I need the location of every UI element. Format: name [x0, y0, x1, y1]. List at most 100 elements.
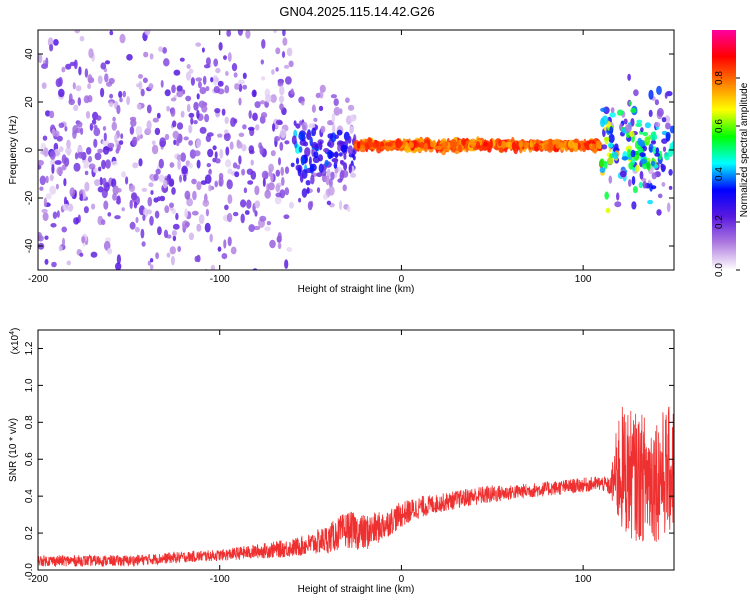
spectrogram-cell — [339, 160, 344, 165]
spectrogram-cell — [201, 47, 205, 53]
spectrogram-cell — [196, 159, 201, 169]
spectrogram-cell — [254, 101, 261, 109]
spectrogram-cell — [51, 261, 57, 268]
spectrogram-cell — [301, 121, 308, 132]
spectrogram-cell — [162, 179, 168, 189]
spectrogram-cell — [206, 132, 214, 137]
spectrogram-cell — [264, 189, 272, 199]
spectrogram-cell — [210, 264, 216, 270]
spectrogram-cell — [500, 140, 507, 149]
spectrogram-cell — [193, 101, 199, 111]
spectrogram-cell — [194, 255, 199, 263]
spectrogram-cell — [88, 163, 96, 170]
colorbar-tick-label: 0.8 — [714, 71, 725, 85]
spectrogram-cell — [290, 162, 295, 168]
spectrogram-cell — [349, 114, 357, 122]
spectrogram-cell — [87, 83, 91, 90]
spectrogram-cell — [230, 246, 237, 255]
spectrogram-cell — [149, 258, 154, 263]
spectrogram-cell — [190, 117, 194, 125]
spectrogram-cell — [41, 82, 47, 89]
spectrogram-cell — [654, 152, 661, 157]
spectrogram-cell — [555, 141, 561, 149]
spectrogram-cell — [331, 113, 336, 123]
spectrogram-cell — [275, 47, 281, 55]
spectrogram-cell — [214, 108, 221, 114]
spectrogram-cell — [84, 170, 89, 176]
spectrogram-cell — [164, 133, 170, 141]
spectrogram-cell — [559, 142, 564, 149]
spectrogram-cell — [407, 141, 414, 149]
spectrogram-cell — [94, 179, 101, 187]
spectrogram-cell — [429, 140, 437, 148]
spectrogram-cell — [46, 193, 52, 200]
spectrogram-cell — [165, 18, 168, 23]
spectrogram-cell — [282, 30, 286, 37]
spectrogram-cell — [595, 140, 601, 149]
spectrogram-cell — [144, 127, 152, 135]
spectrogram-cell — [166, 252, 171, 258]
spectrogram-cell — [136, 83, 142, 88]
spectrogram-cell — [204, 272, 208, 280]
spectrogram-cell — [259, 100, 266, 105]
spectrogram-cell — [538, 144, 543, 150]
spectrogram-cell — [604, 191, 609, 200]
spectrogram-cell — [154, 127, 161, 136]
spectrogram-cell — [129, 116, 137, 121]
spectrogram-cell — [132, 11, 135, 15]
snr-multiplier-exp: 4 — [9, 331, 16, 335]
spectrogram-cell — [171, 295, 177, 299]
spectrogram-cell — [119, 97, 123, 103]
spectrogram-cell — [149, 264, 154, 270]
spectrogram-cell — [253, 225, 261, 231]
spectrogram-cell — [504, 142, 511, 148]
spectrogram-cell — [195, 77, 203, 82]
spectrogram-cell — [340, 144, 348, 153]
spectrogram-cell — [639, 170, 644, 180]
spectrogram-cell — [148, 83, 154, 90]
spectrogram-cell — [264, 100, 269, 108]
spectrogram-cell — [217, 80, 224, 87]
spectrogram-cell — [172, 130, 180, 139]
spectrogram-cell — [201, 105, 208, 113]
spectrogram-cell — [154, 210, 160, 219]
spectrogram-cell — [348, 163, 352, 174]
spectrogram-cell — [191, 178, 197, 185]
spectrogram-cell — [38, 159, 44, 166]
spectrogram-cell — [268, 163, 274, 173]
spectrogram-cell — [607, 142, 614, 148]
spectrogram-cell — [196, 109, 200, 119]
spectrogram-cell — [483, 141, 488, 147]
spectrogram-cell — [185, 71, 192, 81]
spectrogram-cell — [79, 193, 84, 202]
spectrogram-y-tick-label: -20 — [24, 190, 35, 205]
spectrogram-cell — [250, 159, 254, 166]
spectrogram-cell — [277, 232, 282, 242]
spectrogram-cell — [265, 94, 272, 103]
spectrogram-cell — [73, 59, 78, 70]
spectrogram-cell — [103, 132, 107, 142]
spectrogram-cell — [101, 12, 104, 16]
spectrogram-cell — [664, 115, 671, 124]
snr-multiplier-base: (x10 — [10, 334, 21, 354]
spectrogram-cell — [469, 138, 477, 148]
spectrogram-cell — [205, 57, 211, 66]
spectrogram-cell — [441, 141, 447, 148]
spectrogram-cell — [176, 85, 183, 93]
svg-text:(x104): (x104) — [9, 328, 21, 355]
spectrogram-cell — [608, 175, 613, 184]
spectrogram-cell — [632, 186, 638, 194]
spectrogram-cell — [313, 151, 319, 159]
spectrogram-cell — [413, 140, 418, 147]
spectrogram-cell — [206, 163, 211, 168]
spectrogram-cell — [285, 76, 292, 85]
spectrogram-cell — [245, 30, 251, 39]
spectrogram-cell — [146, 0, 149, 1]
spectrogram-cell — [191, 210, 199, 216]
spectrogram-cell — [240, 199, 247, 208]
colorbar-label: Normalized spectral amplitude — [739, 82, 750, 217]
spectrogram-cell — [316, 172, 323, 178]
spectrogram-cell — [45, 175, 49, 184]
spectrogram-cell — [330, 94, 337, 99]
spectrogram-cell — [159, 297, 163, 303]
